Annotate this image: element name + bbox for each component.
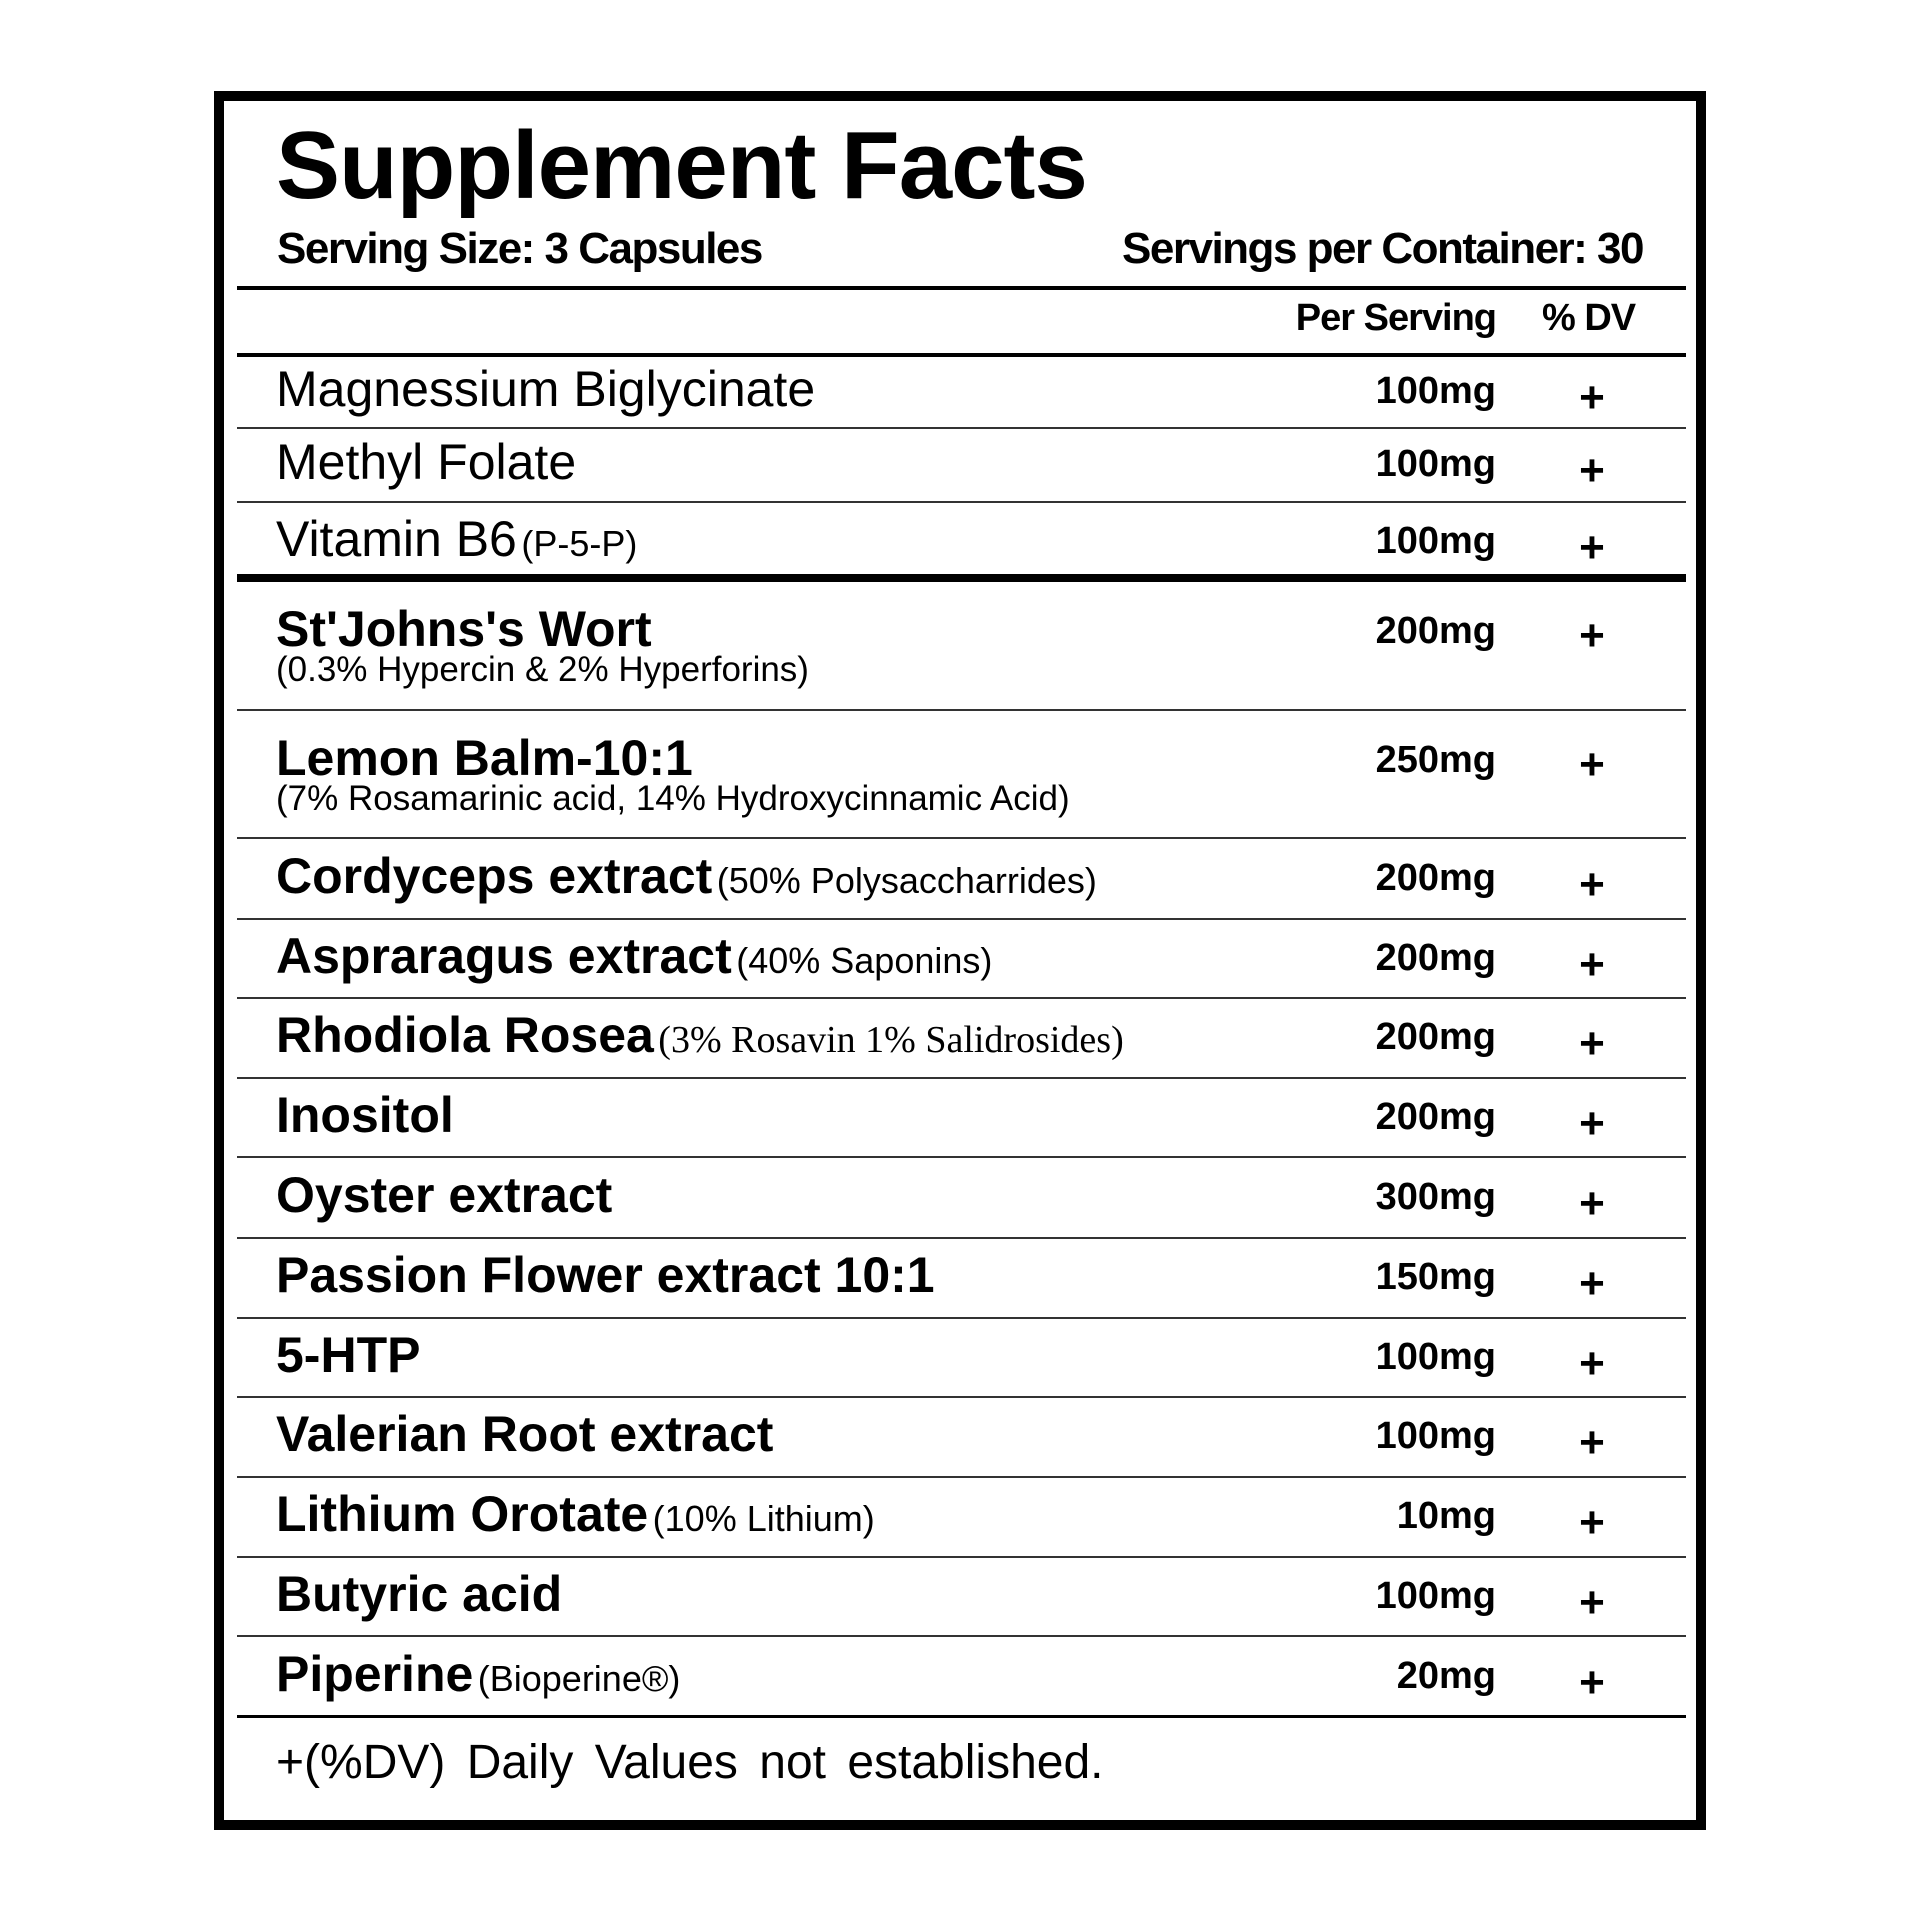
amount-per-serving: 250mg: [1375, 739, 1496, 781]
servings-per-container: Servings per Container: 30: [1122, 224, 1644, 273]
ingredient-name: Lemon Balm-10:1: [276, 730, 693, 786]
ingredient-detail: (0.3% Hypercin & 2% Hyperforins): [276, 650, 809, 689]
ingredient-name-line: Passion Flower extract 10:1: [276, 1250, 935, 1300]
amount-per-serving: 200mg: [1375, 857, 1496, 899]
amount-per-serving: 100mg: [1375, 1575, 1496, 1617]
amount-per-serving: 300mg: [1375, 1176, 1496, 1218]
amount-per-serving: 200mg: [1375, 1096, 1496, 1138]
daily-value: +: [1579, 1259, 1605, 1308]
ingredient-row: Lemon Balm-10:1 (7% Rosamarinic acid, 14%…: [237, 711, 1686, 839]
ingredient-row: Oyster extract 300mg +: [237, 1158, 1686, 1239]
ingredient-name-line: Piperine (Bioperine®): [276, 1649, 680, 1699]
ingredient-name-line: Butyric acid: [276, 1569, 562, 1619]
ingredient-name-line: Cordyceps extract (50% Polysaccharrides): [276, 851, 1097, 901]
ingredient-note: (P-5-P): [521, 523, 638, 564]
ingredient-name-line: Valerian Root extract: [276, 1409, 773, 1459]
amount-per-serving: 100mg: [1375, 1415, 1496, 1457]
amount-per-serving: 10mg: [1396, 1495, 1496, 1537]
ingredient-row: Magnessium Biglycinate 100mg +: [237, 357, 1686, 429]
ingredient-name-line: Aspraragus extract (40% Saponins): [276, 931, 992, 981]
ingredient-name: Lithium Orotate: [276, 1486, 649, 1542]
serving-size: Serving Size: 3 Capsules: [277, 224, 763, 273]
ingredient-name: Aspraragus extract: [276, 928, 732, 984]
daily-value: +: [1579, 940, 1605, 989]
ingredient-row: Inositol 200mg +: [237, 1079, 1686, 1158]
ingredient-name-line: 5-HTP: [276, 1330, 420, 1380]
amount-per-serving: 20mg: [1396, 1655, 1496, 1697]
ingredient-name: St'Johns's Wort: [276, 601, 652, 657]
ingredient-note: (10% Lithium): [652, 1498, 875, 1539]
ingredient-name: Vitamin B6: [276, 511, 517, 567]
daily-value: +: [1579, 860, 1605, 909]
daily-value: +: [1579, 1578, 1605, 1627]
ingredient-detail: (7% Rosamarinic acid, 14% Hydroxycinnami…: [276, 779, 1070, 818]
ingredient-name-line: St'Johns's Wort: [276, 604, 652, 654]
amount-per-serving: 100mg: [1375, 1336, 1496, 1378]
daily-value: +: [1579, 1658, 1605, 1707]
ingredient-name: Methyl Folate: [276, 434, 577, 490]
daily-value: +: [1579, 446, 1605, 495]
header-per-serving: Per Serving: [1295, 297, 1497, 339]
ingredient-name: 5-HTP: [276, 1327, 421, 1383]
thick-divider: [237, 574, 1686, 582]
ingredient-note: (50% Polysaccharrides): [716, 860, 1097, 901]
daily-value: +: [1579, 1498, 1605, 1547]
daily-value: +: [1579, 1099, 1605, 1148]
ingredient-name: Valerian Root extract: [276, 1406, 774, 1462]
ingredient-name: Inositol: [276, 1087, 454, 1143]
amount-per-serving: 100mg: [1375, 443, 1496, 485]
ingredient-name-line: Rhodiola Rosea (3% Rosavin 1% Salidrosid…: [276, 1010, 1124, 1060]
ingredient-name: Passion Flower extract 10:1: [276, 1247, 935, 1303]
ingredient-row: Cordyceps extract (50% Polysaccharrides)…: [237, 839, 1686, 920]
amount-per-serving: 100mg: [1375, 370, 1496, 412]
amount-per-serving: 100mg: [1375, 520, 1496, 562]
ingredient-row: Butyric acid 100mg +: [237, 1558, 1686, 1637]
ingredient-name-line: Inositol: [276, 1090, 454, 1140]
ingredient-name: Rhodiola Rosea: [276, 1007, 654, 1063]
daily-value: +: [1579, 1418, 1605, 1467]
amount-per-serving: 200mg: [1375, 610, 1496, 652]
ingredient-note: (40% Saponins): [736, 940, 993, 981]
divider: [237, 353, 1686, 357]
divider: [237, 286, 1686, 290]
ingredient-note: (Bioperine®): [477, 1658, 681, 1699]
ingredient-name-line: Lithium Orotate (10% Lithium): [276, 1489, 875, 1539]
ingredient-row: Piperine (Bioperine®) 20mg +: [237, 1637, 1686, 1718]
ingredient-name-line: Lemon Balm-10:1: [276, 733, 693, 783]
daily-value: +: [1579, 1019, 1605, 1068]
daily-value: +: [1579, 1179, 1605, 1228]
ingredient-name-line: Vitamin B6 (P-5-P): [276, 514, 637, 564]
ingredient-note: (3% Rosavin 1% Salidrosides): [658, 1019, 1124, 1061]
ingredient-row: Aspraragus extract (40% Saponins) 200mg +: [237, 920, 1686, 999]
ingredient-row: Lithium Orotate (10% Lithium) 10mg +: [237, 1478, 1686, 1558]
ingredient-name-line: Oyster extract: [276, 1170, 612, 1220]
ingredient-row: Valerian Root extract 100mg +: [237, 1398, 1686, 1478]
ingredient-name: Butyric acid: [276, 1566, 563, 1622]
ingredient-row: Methyl Folate 100mg +: [237, 429, 1686, 503]
label-title: Supplement Facts: [276, 112, 1088, 219]
amount-per-serving: 200mg: [1375, 1016, 1496, 1058]
daily-value: +: [1579, 373, 1605, 422]
daily-value: +: [1579, 611, 1605, 660]
ingredient-row: Passion Flower extract 10:1 150mg +: [237, 1239, 1686, 1319]
ingredient-name-line: Methyl Folate: [276, 437, 576, 487]
amount-per-serving: 200mg: [1375, 937, 1496, 979]
daily-value: +: [1579, 1339, 1605, 1388]
amount-per-serving: 150mg: [1375, 1256, 1496, 1298]
label-border: [214, 91, 1706, 1830]
daily-value: +: [1579, 523, 1605, 572]
ingredient-name-line: Magnessium Biglycinate: [276, 364, 815, 414]
daily-value: +: [1579, 740, 1605, 789]
ingredient-row: 5-HTP 100mg +: [237, 1319, 1686, 1398]
footer-note: +(%DV) Daily Values not established.: [276, 1736, 1104, 1789]
header-dv: % DV: [1542, 297, 1636, 339]
ingredient-name: Piperine: [276, 1646, 474, 1702]
ingredient-name: Magnessium Biglycinate: [276, 361, 816, 417]
ingredient-row: Rhodiola Rosea (3% Rosavin 1% Salidrosid…: [237, 999, 1686, 1079]
ingredient-name: Cordyceps extract: [276, 848, 713, 904]
ingredient-name: Oyster extract: [276, 1167, 613, 1223]
ingredient-row: St'Johns's Wort (0.3% Hypercin & 2% Hyper…: [237, 582, 1686, 711]
ingredient-row: Vitamin B6 (P-5-P) 100mg +: [237, 503, 1686, 574]
